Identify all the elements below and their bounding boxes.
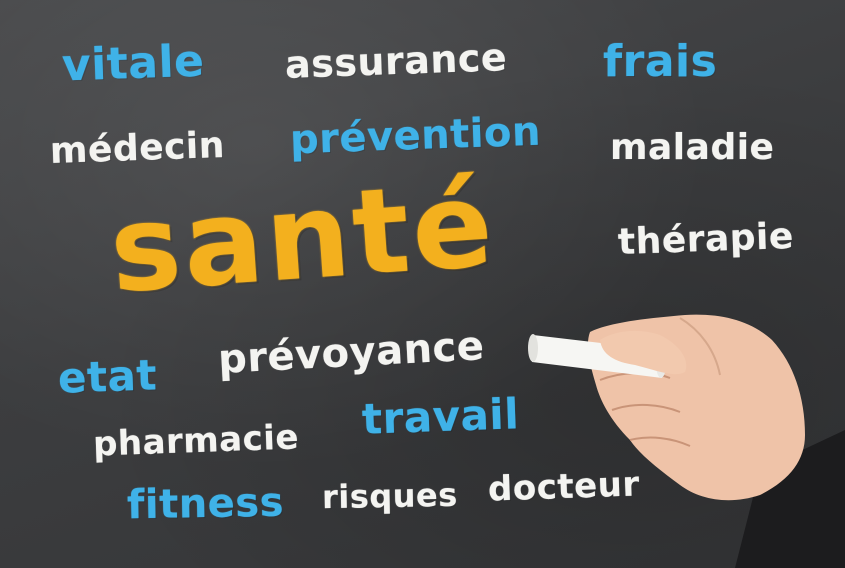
word-maladie: maladie — [610, 127, 775, 168]
thumb — [600, 330, 687, 375]
word-frais: frais — [603, 36, 718, 87]
sleeve — [735, 430, 845, 568]
